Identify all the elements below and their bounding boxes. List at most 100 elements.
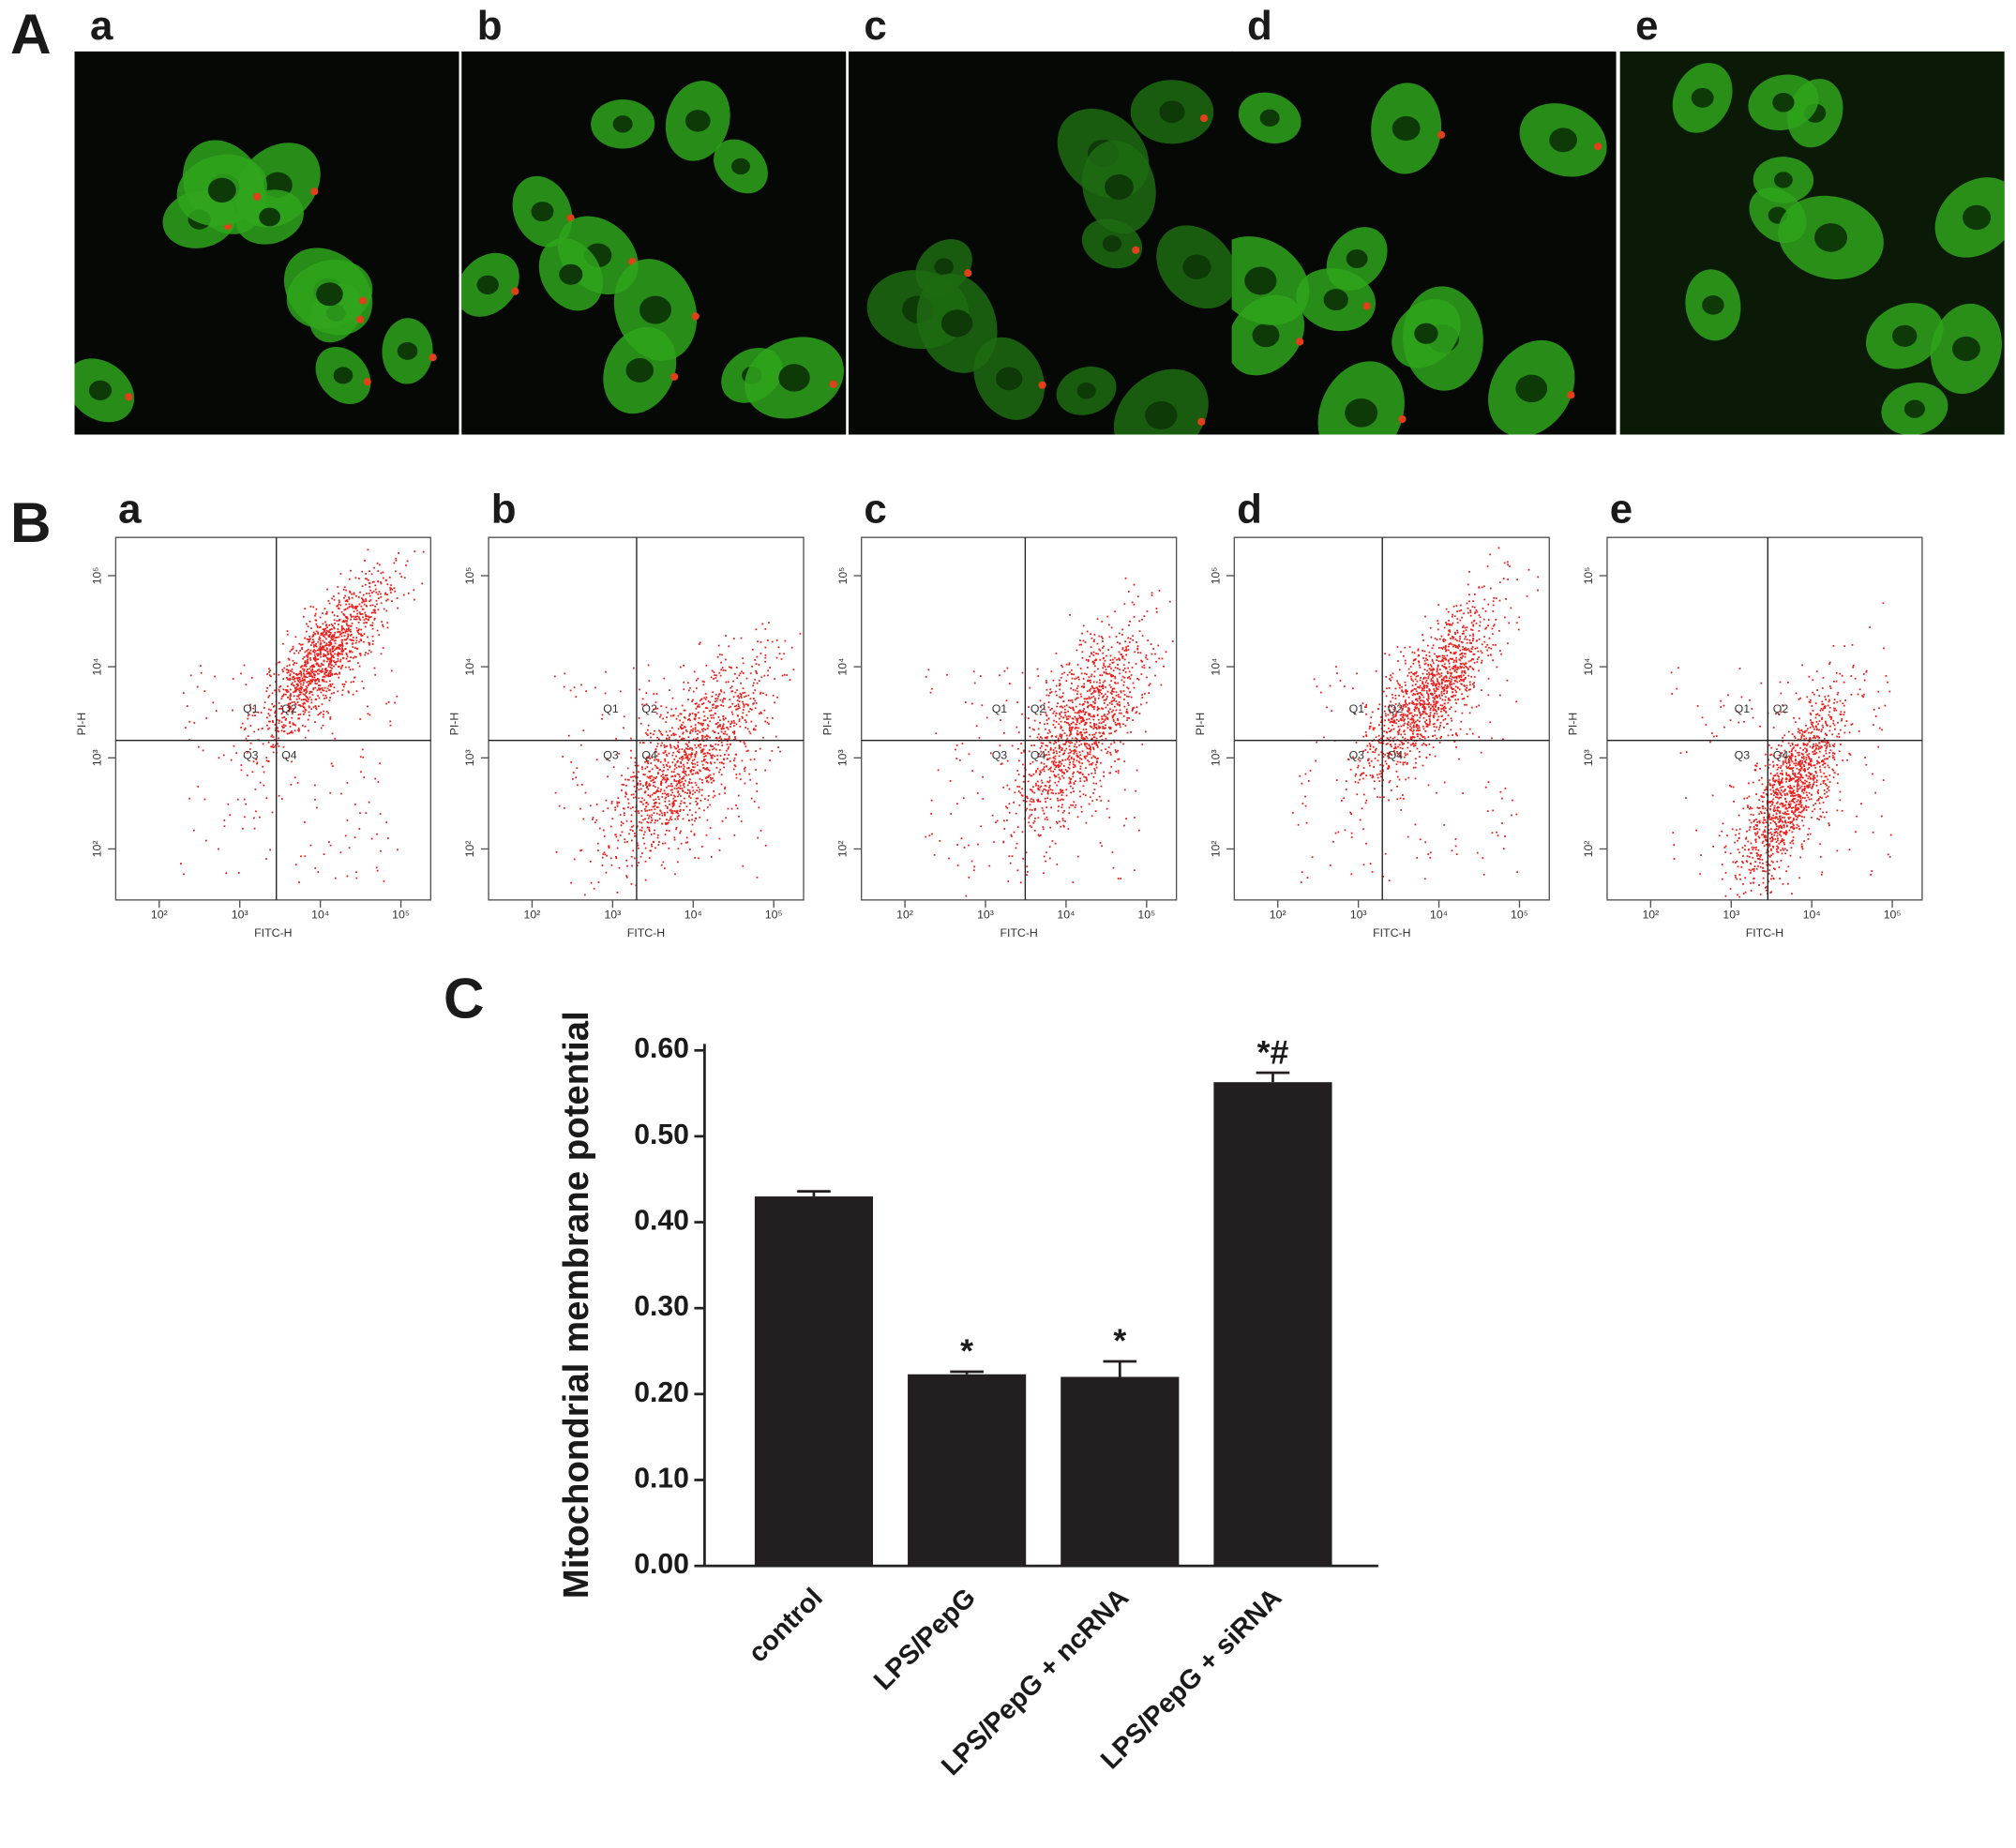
- event-dot: [1080, 733, 1083, 736]
- event-dot: [336, 673, 339, 676]
- event-dot: [693, 833, 696, 835]
- event-dot: [678, 780, 681, 783]
- event-dot: [268, 668, 270, 670]
- event-dot: [323, 654, 324, 657]
- event-dot: [1061, 734, 1063, 736]
- event-dot: [1037, 785, 1040, 787]
- event-dot: [372, 580, 375, 583]
- event-dot: [696, 804, 699, 806]
- event-dot: [342, 657, 345, 659]
- event-dot: [769, 759, 771, 761]
- event-dot: [1365, 842, 1367, 845]
- event-dot: [730, 723, 732, 726]
- event-dot: [377, 570, 380, 572]
- event-dot: [268, 674, 271, 677]
- event-dot: [1072, 773, 1075, 775]
- event-dot: [1097, 757, 1099, 759]
- event-dot: [1031, 809, 1033, 811]
- event-dot: [1146, 610, 1149, 612]
- event-dot: [1112, 669, 1115, 672]
- event-dot: [1050, 691, 1053, 693]
- red-spot: [670, 372, 679, 381]
- event-dot: [700, 770, 701, 773]
- event-dot: [1089, 745, 1091, 748]
- event-dot: [1107, 649, 1110, 651]
- event-dot: [653, 693, 655, 696]
- event-dot: [644, 860, 647, 863]
- event-dot: [360, 635, 363, 638]
- event-dot: [717, 695, 720, 698]
- event-dot: [1119, 726, 1121, 729]
- event-dot: [614, 806, 617, 809]
- plot-frame: [1233, 536, 1550, 901]
- event-dot: [389, 589, 392, 592]
- event-dot: [316, 658, 318, 661]
- event-dot: [375, 866, 378, 869]
- event-dot: [1378, 780, 1381, 783]
- event-dot: [700, 744, 702, 746]
- event-dot: [1136, 706, 1138, 709]
- event-dot: [1094, 756, 1097, 759]
- event-dot: [318, 705, 320, 708]
- event-dot: [304, 820, 306, 823]
- event-dot: [1031, 790, 1034, 793]
- event-dot: [312, 650, 315, 653]
- event-dot: [376, 629, 379, 632]
- event-dot: [1083, 731, 1086, 734]
- event-dot: [267, 728, 269, 730]
- event-dot: [1076, 677, 1078, 680]
- event-dot: [749, 708, 752, 710]
- event-dot: [777, 646, 780, 649]
- event-dot: [1404, 752, 1407, 755]
- event-dot: [1093, 768, 1096, 770]
- event-dot: [347, 634, 350, 636]
- event-dot: [349, 634, 352, 637]
- event-dot: [672, 802, 675, 804]
- event-dot: [1100, 735, 1103, 737]
- event-dot: [331, 732, 334, 735]
- event-dot: [1065, 794, 1068, 797]
- event-dot: [315, 623, 318, 625]
- event-dot: [1121, 654, 1123, 656]
- event-dot: [1064, 819, 1066, 822]
- event-dot: [223, 819, 226, 821]
- event-dot: [715, 674, 717, 677]
- event-dot: [340, 627, 343, 630]
- event-dot: [671, 789, 673, 791]
- event-dot: [657, 796, 659, 798]
- event-dot: [330, 654, 333, 656]
- event-dot: [314, 699, 317, 700]
- cells: [74, 140, 437, 423]
- event-dot: [303, 713, 305, 715]
- event-dot: [368, 649, 370, 652]
- event-dot: [328, 634, 331, 637]
- event-dot: [700, 789, 703, 791]
- event-dot: [1114, 721, 1117, 724]
- event-dot: [1092, 660, 1094, 663]
- event-dot: [667, 792, 669, 795]
- event-dot: [341, 647, 343, 649]
- event-dot: [323, 686, 326, 689]
- event-dot: [1081, 716, 1084, 719]
- event-dot: [1043, 768, 1045, 771]
- event-dot: [1086, 667, 1089, 669]
- event-dot: [286, 671, 289, 674]
- event-dot: [1415, 672, 1417, 675]
- event-dot: [315, 608, 318, 610]
- y-axis-label: PI-H: [820, 713, 834, 736]
- event-dot: [306, 670, 308, 673]
- event-dot: [1091, 673, 1093, 676]
- micrograph: [74, 51, 459, 435]
- event-dot: [738, 773, 741, 775]
- event-dot: [691, 773, 694, 775]
- event-dot: [704, 693, 707, 695]
- event-dot: [1038, 753, 1041, 755]
- event-dot: [1106, 615, 1109, 618]
- event-dot: [303, 701, 306, 704]
- event-dot: [1058, 717, 1061, 720]
- event-dot: [302, 706, 305, 708]
- y-tick-label: 10²: [463, 841, 476, 858]
- event-dot: [660, 864, 663, 866]
- event-dot: [324, 695, 327, 697]
- event-dot: [1028, 706, 1030, 708]
